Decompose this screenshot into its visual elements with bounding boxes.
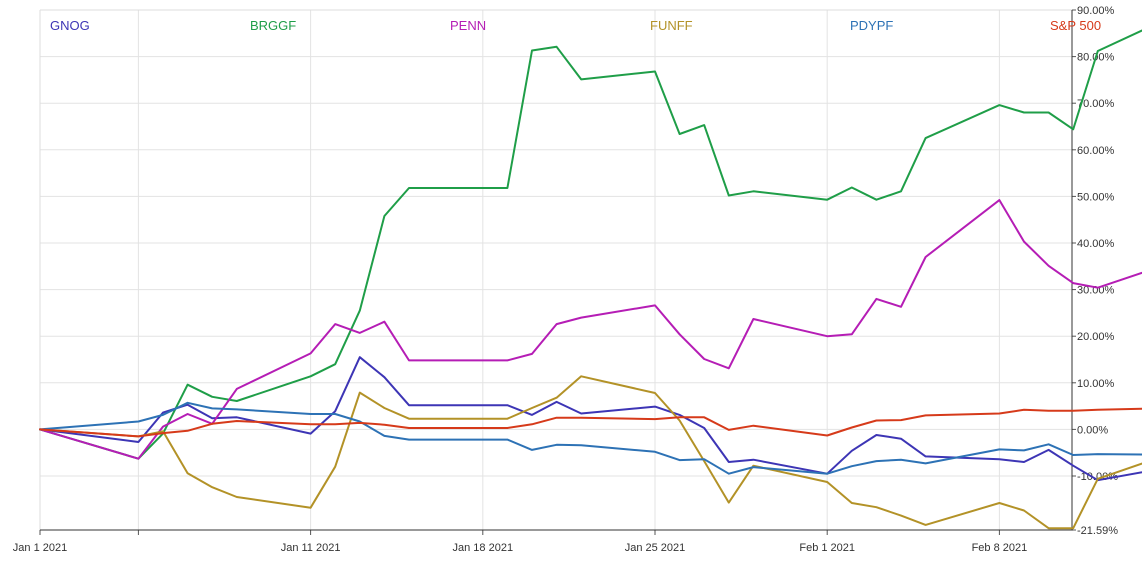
- legend-item-gnog: GNOG: [50, 18, 90, 33]
- y-tick-label: -21.59%: [1077, 525, 1118, 537]
- series-line-funff: [39, 375, 1142, 530]
- series-line-pdypf: [39, 401, 1142, 475]
- legend: GNOG BRGGF PENN FUNFF PDYPF S&P 500: [50, 18, 1101, 33]
- x-tick-label: Feb 8 2021: [972, 542, 1028, 554]
- series-line-s-p-500: [39, 407, 1142, 438]
- axes: [39, 9, 1076, 535]
- series-line-brggf: [39, 29, 1142, 460]
- y-tick-labels: 90.00%80.00%70.00%60.00%50.00%40.00%30.0…: [1077, 5, 1118, 537]
- legend-item-penn: PENN: [450, 18, 486, 33]
- y-tick-label: 40.00%: [1077, 238, 1115, 250]
- series-lines: [39, 29, 1142, 530]
- y-tick-label: 60.00%: [1077, 145, 1115, 157]
- x-tick-label: Jan 11 2021: [281, 542, 341, 554]
- legend-item-funff: FUNFF: [650, 18, 693, 33]
- x-tick-labels: Jan 1 2021 Jan 11 2021 Jan 18 2021 Jan 25 2…: [13, 542, 1027, 554]
- y-tick-label: 20.00%: [1077, 331, 1115, 343]
- y-tick-label: 90.00%: [1077, 5, 1115, 17]
- grid-lines: [40, 10, 1072, 530]
- x-tick-label: Jan 25 2021: [625, 542, 686, 554]
- y-tick-label: 70.00%: [1077, 98, 1115, 110]
- y-tick-label: 0.00%: [1077, 424, 1108, 436]
- series-line-penn: [39, 199, 1142, 460]
- legend-item-s-p-500: S&P 500: [1050, 18, 1101, 33]
- x-tick-label: Jan 18 2021: [453, 542, 514, 554]
- y-tick-label: 50.00%: [1077, 191, 1115, 203]
- legend-item-pdypf: PDYPF: [850, 18, 893, 33]
- x-tick-label: Feb 1 2021: [799, 542, 855, 554]
- x-tick-label: Jan 1 2021: [13, 542, 67, 554]
- series-line-gnog: [39, 356, 1142, 482]
- y-tick-label: 10.00%: [1077, 378, 1115, 390]
- y-tick-label: 30.00%: [1077, 285, 1115, 297]
- legend-item-brggf: BRGGF: [250, 18, 296, 33]
